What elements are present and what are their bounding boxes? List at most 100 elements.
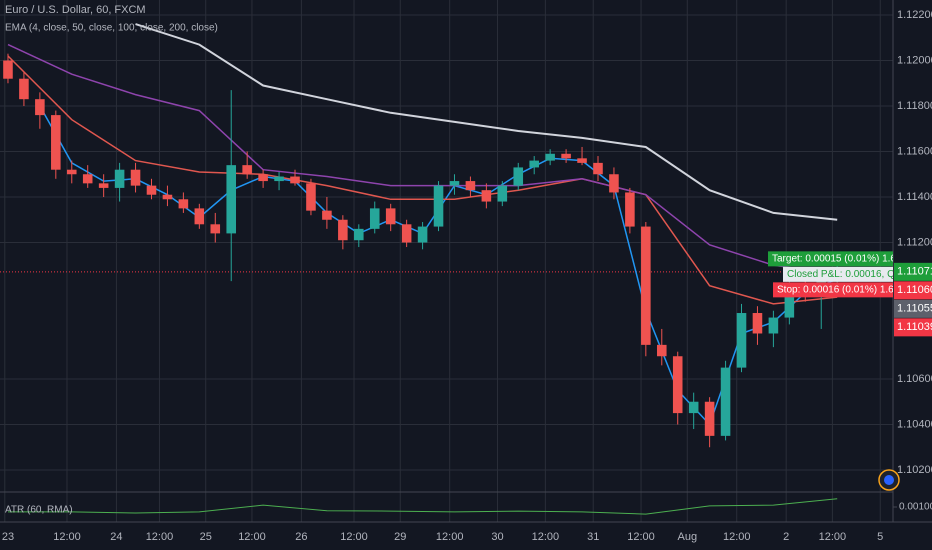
- price-tag-label: 1.11060: [897, 284, 932, 296]
- candle-body: [226, 165, 237, 234]
- candle-body: [306, 183, 316, 211]
- candle-body: [19, 78, 29, 100]
- candle-body: [736, 313, 747, 368]
- candle-body: [609, 174, 619, 193]
- x-tick-label: 12:00: [819, 531, 847, 543]
- x-tick-label: 12:00: [627, 531, 655, 543]
- candle-body: [545, 153, 555, 161]
- candle-body: [768, 317, 779, 334]
- candle-body: [210, 224, 221, 234]
- candle-body: [720, 367, 731, 436]
- order-flag-text: Closed P&L: 0.00016, Qty: 12: [787, 269, 920, 280]
- x-tick-label: 25: [200, 531, 212, 543]
- candle-body: [290, 176, 300, 184]
- price-tag: [894, 281, 932, 300]
- chart-title: Euro / U.S. Dollar, 60, FXCM: [5, 4, 146, 16]
- x-tick-label: 12:00: [436, 531, 464, 543]
- ema-line: [7, 43, 838, 276]
- candle-body: [561, 153, 571, 159]
- candle-body: [529, 160, 539, 168]
- y-tick-label: 1.11800: [897, 100, 932, 112]
- y-tick-label: 1.12200: [897, 9, 932, 21]
- atr-legend: ATR (60, RMA): [5, 505, 73, 516]
- candle-body: [513, 167, 524, 186]
- y-tick-label: 1.10400: [897, 418, 932, 430]
- y-tick-label: 1.10600: [897, 373, 932, 385]
- price-tag-label: 1.11039: [897, 321, 932, 333]
- candle-body: [577, 158, 587, 163]
- x-tick-label: 30: [491, 531, 503, 543]
- x-tick-label: 31: [587, 531, 599, 543]
- x-tick-label: 2: [783, 531, 789, 543]
- candle-body: [641, 226, 651, 345]
- candle-body: [688, 401, 699, 414]
- x-tick-label: 12:00: [53, 531, 81, 543]
- order-flags: Target: 0.00015 (0.01%) 1.6, Amo Closed P…: [768, 251, 920, 298]
- candle-body: [82, 174, 93, 184]
- y-tick-label: 1.11400: [897, 191, 932, 203]
- candle-body: [354, 228, 364, 241]
- y-tick-label: 1.11600: [897, 145, 932, 157]
- candle-body: [98, 183, 109, 188]
- x-tick-label: 12:00: [146, 531, 174, 543]
- y-tick-label: 1.11200: [897, 236, 932, 248]
- candle-body: [784, 287, 795, 318]
- x-tick-label: 12:00: [238, 531, 266, 543]
- candle-body: [752, 313, 763, 334]
- order-flag: [783, 266, 893, 282]
- ema-line: [135, 23, 838, 221]
- x-tick-label: 5: [877, 531, 883, 543]
- candle-body: [194, 208, 205, 225]
- x-tick-label: 29: [394, 531, 406, 543]
- order-flag: [773, 282, 893, 298]
- candle-body: [178, 199, 189, 209]
- candle-body: [625, 192, 635, 227]
- candle-body: [146, 185, 157, 195]
- x-tick-label: Aug: [678, 531, 698, 543]
- y-tick-label: 1.12000: [897, 54, 932, 66]
- grid: [0, 0, 893, 522]
- price-tag: [894, 318, 932, 337]
- x-tick-label: 23: [2, 531, 14, 543]
- order-flag: [768, 251, 893, 267]
- candle-body: [433, 185, 444, 227]
- x-tick-label: 12:00: [532, 531, 560, 543]
- candle-body: [481, 190, 492, 202]
- price-tag: [894, 262, 932, 281]
- x-tick-label: 12:00: [723, 531, 751, 543]
- candle-body: [593, 162, 603, 175]
- price-tag-label: 1.11055: [897, 303, 932, 315]
- candle-body: [656, 344, 667, 357]
- candle-body: [51, 115, 61, 170]
- candle-body: [322, 210, 332, 220]
- candle-body: [162, 194, 173, 200]
- candle-body: [704, 401, 715, 436]
- order-flag-text: Stop: 0.00016 (0.01%) 1.6, Amo: [777, 284, 920, 295]
- candle-body: [258, 174, 268, 182]
- atr-pane: [8, 498, 838, 515]
- axes: 1.12200 1.12000 1.11800 1.11600 1.11400 1.112…: [2, 9, 932, 543]
- price-tag: [894, 299, 932, 318]
- x-tick-label: 24: [110, 531, 122, 543]
- x-tick-label: 26: [295, 531, 307, 543]
- settings-icon-inner: [884, 475, 894, 485]
- candle-body: [114, 169, 125, 188]
- candle-body: [66, 169, 77, 175]
- y-tick-label: 1.10200: [897, 464, 932, 476]
- atr-line: [8, 498, 838, 515]
- candle-body: [274, 176, 284, 182]
- atr-tick-label: 0.00100: [899, 502, 932, 513]
- candle-body: [672, 356, 683, 414]
- candle-body: [401, 224, 412, 243]
- candle-body: [385, 208, 396, 225]
- ema-line: [7, 55, 838, 305]
- candle-body: [497, 185, 508, 202]
- candle-body: [35, 99, 45, 116]
- candle-body: [3, 60, 13, 79]
- candle-body: [130, 169, 141, 186]
- candle-body: [338, 219, 348, 241]
